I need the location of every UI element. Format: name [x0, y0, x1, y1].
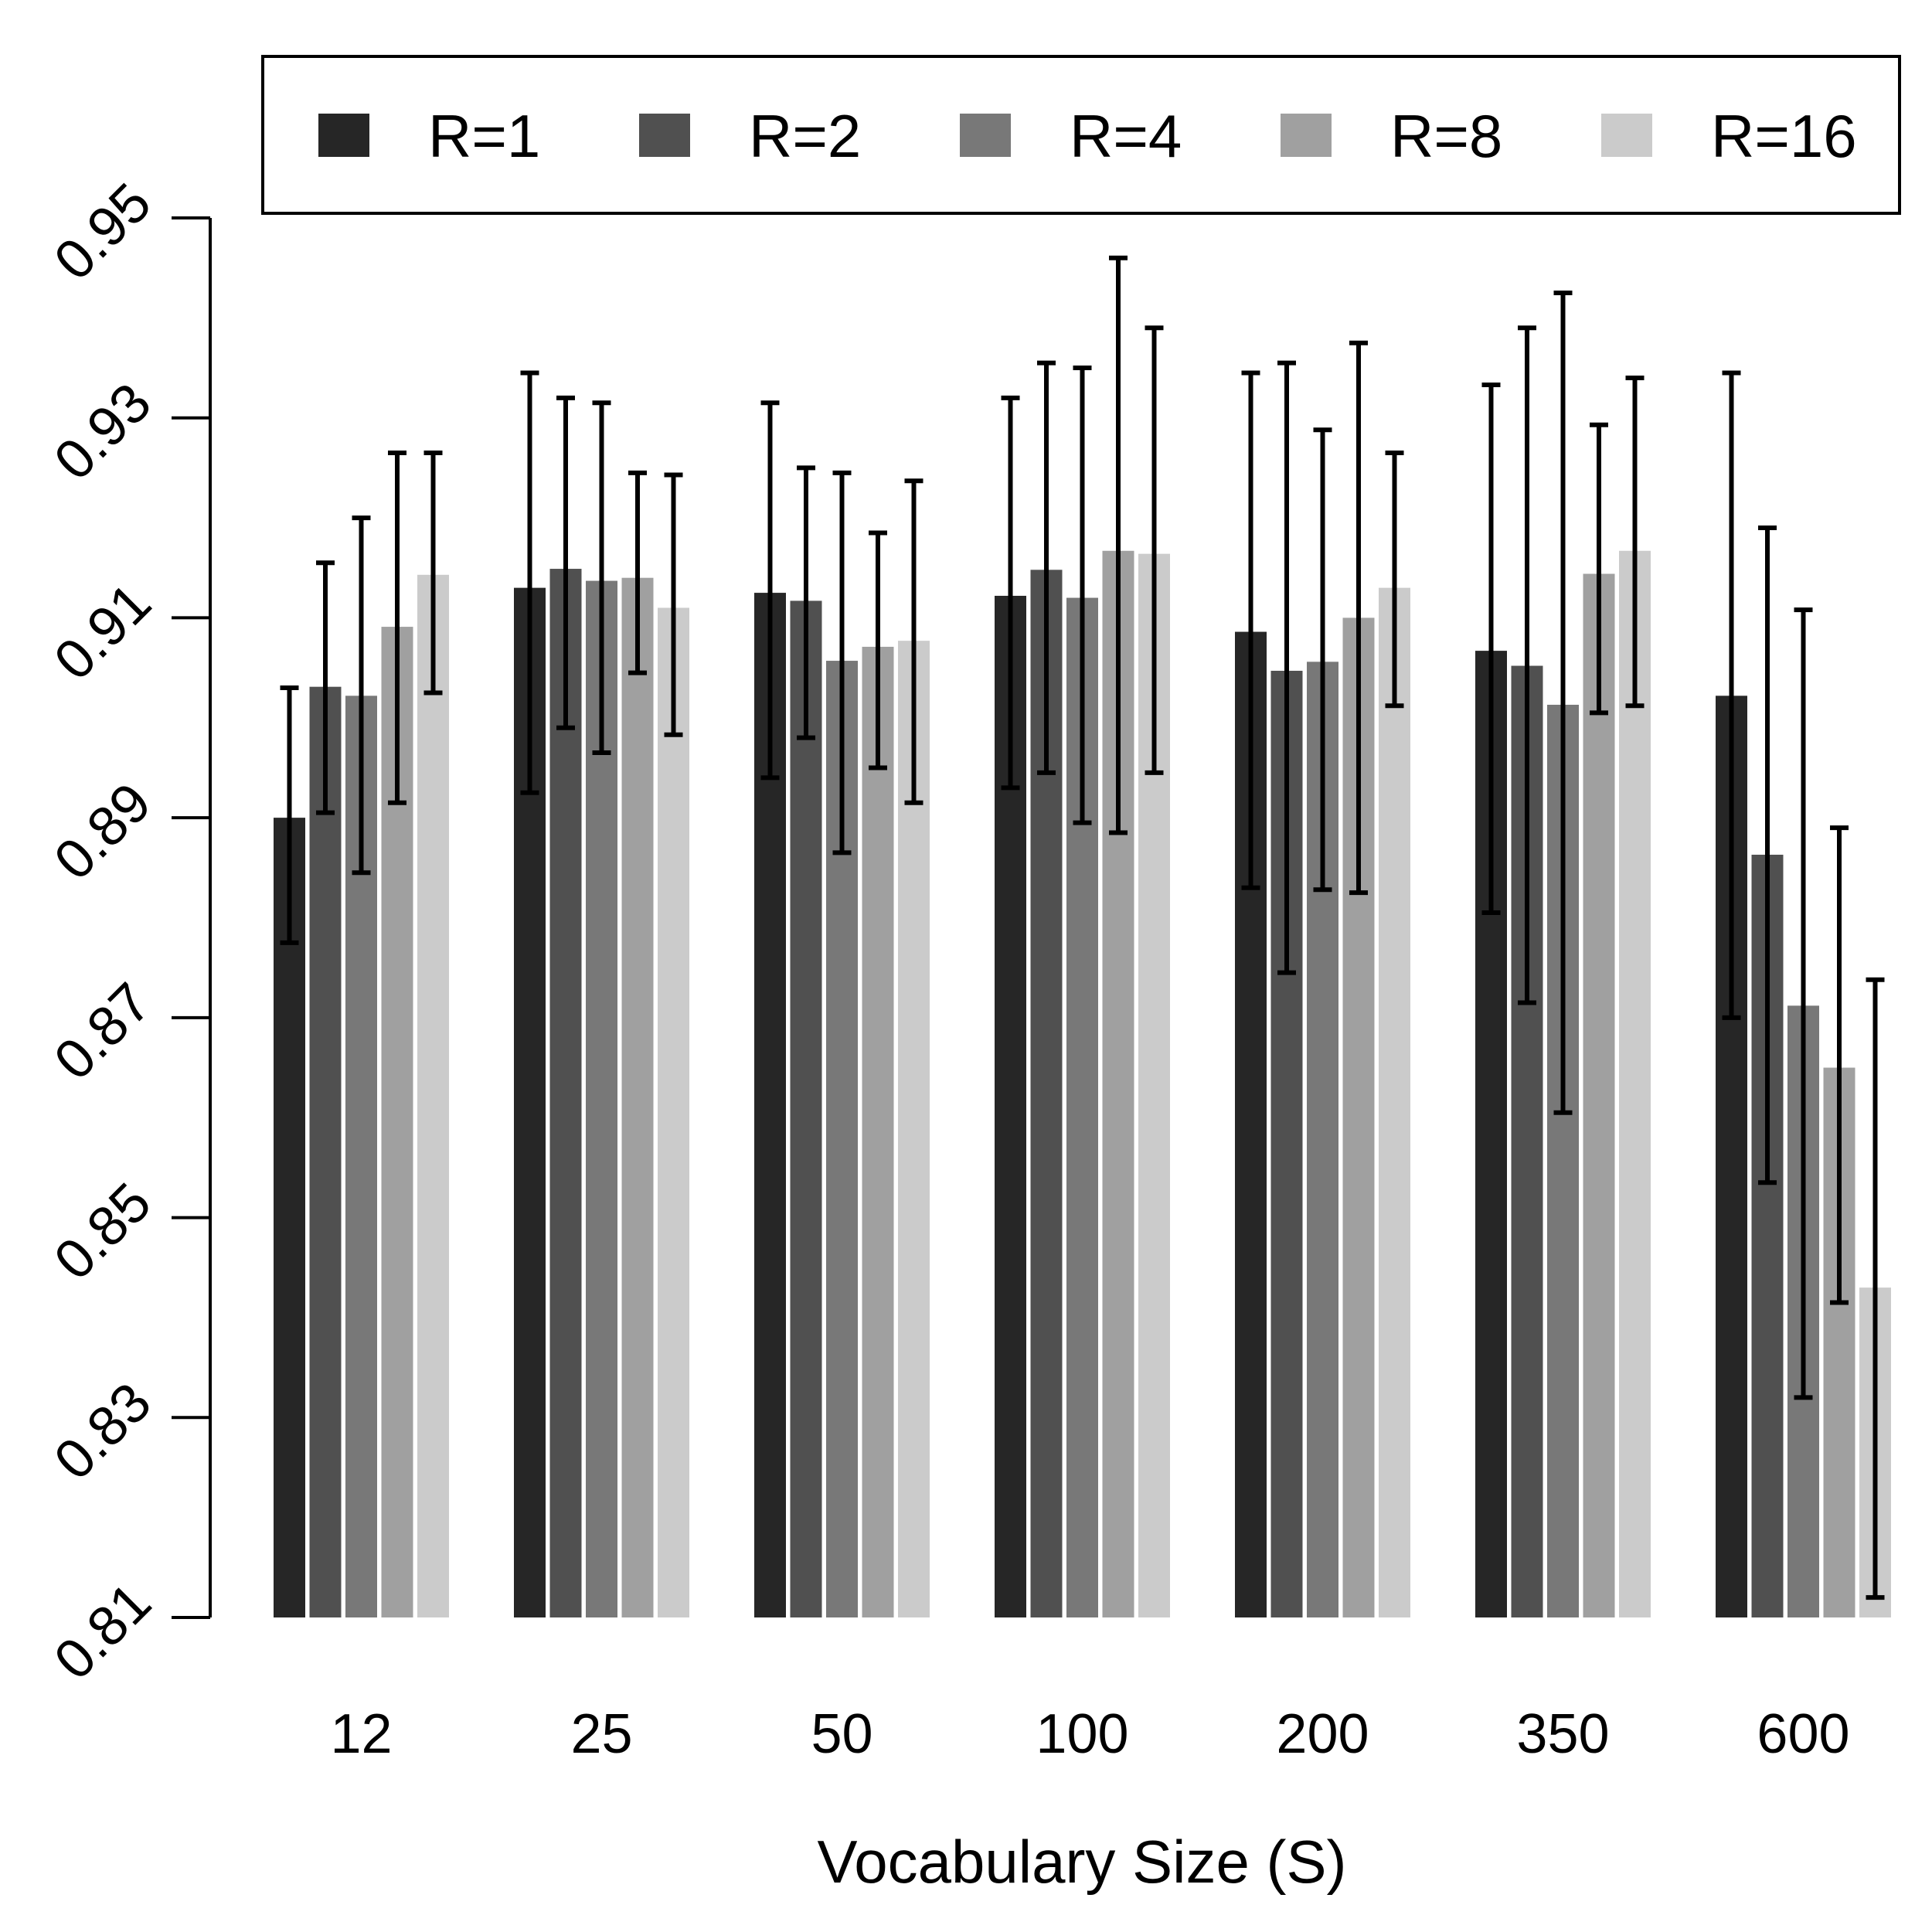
bar-R=8-25 [621, 577, 654, 1617]
x-tick-label: 200 [1276, 1703, 1369, 1765]
y-tick-label: 0.83 [43, 1371, 163, 1492]
bar-R=1-12 [274, 818, 305, 1617]
legend-swatch-R=2 [639, 114, 690, 157]
legend-label-R=16: R=16 [1711, 102, 1857, 170]
y-tick-label: 0.85 [43, 1172, 163, 1292]
bars [274, 255, 1891, 1618]
x-tick-label: 350 [1516, 1703, 1609, 1765]
bar-R=16-200 [1379, 587, 1410, 1618]
legend-swatch-R=4 [960, 114, 1011, 157]
x-axis-label: Vocabulary Size (S) [818, 1828, 1347, 1896]
bar-R=16-350 [1619, 550, 1651, 1617]
bar-R=2-50 [790, 600, 822, 1617]
bar-R=8-50 [862, 646, 894, 1617]
x-tick-label: 100 [1036, 1703, 1128, 1765]
y-tick-label: 0.87 [43, 971, 163, 1092]
bar-R=16-25 [658, 607, 689, 1617]
bar-R=2-25 [549, 569, 582, 1617]
x-tick-label: 50 [811, 1703, 872, 1765]
legend-swatch-R=16 [1601, 114, 1652, 157]
bar-R=8-350 [1583, 573, 1615, 1617]
y-tick-label: 0.95 [43, 172, 163, 292]
legend-label-R=4: R=4 [1070, 102, 1182, 170]
legend-swatch-R=8 [1281, 114, 1332, 157]
legend-label-R=8: R=8 [1390, 102, 1502, 170]
bar-R=16-12 [417, 574, 449, 1618]
x-tick-label: 25 [570, 1703, 632, 1765]
y-tick-label: 0.93 [43, 372, 163, 492]
legend-label-R=1: R=1 [428, 102, 540, 170]
legend-label-R=2: R=2 [749, 102, 861, 170]
x-axis: 12 25 50 100 200 350 600 [330, 1703, 1849, 1765]
legend-swatch-R=1 [318, 114, 369, 157]
y-tick-label: 0.81 [43, 1571, 163, 1692]
x-tick-label: 600 [1757, 1703, 1849, 1765]
y-tick-label: 0.89 [43, 771, 163, 892]
y-tick-label: 0.91 [43, 572, 163, 692]
x-tick-label: 12 [330, 1703, 392, 1765]
legend: R=1 R=2 R=4 R=8 R=16 [261, 55, 1901, 215]
bar-R=2-12 [309, 686, 342, 1617]
y-axis: 0.81 0.83 0.85 0.87 0.89 0.91 0.93 0.95 [43, 172, 212, 1692]
